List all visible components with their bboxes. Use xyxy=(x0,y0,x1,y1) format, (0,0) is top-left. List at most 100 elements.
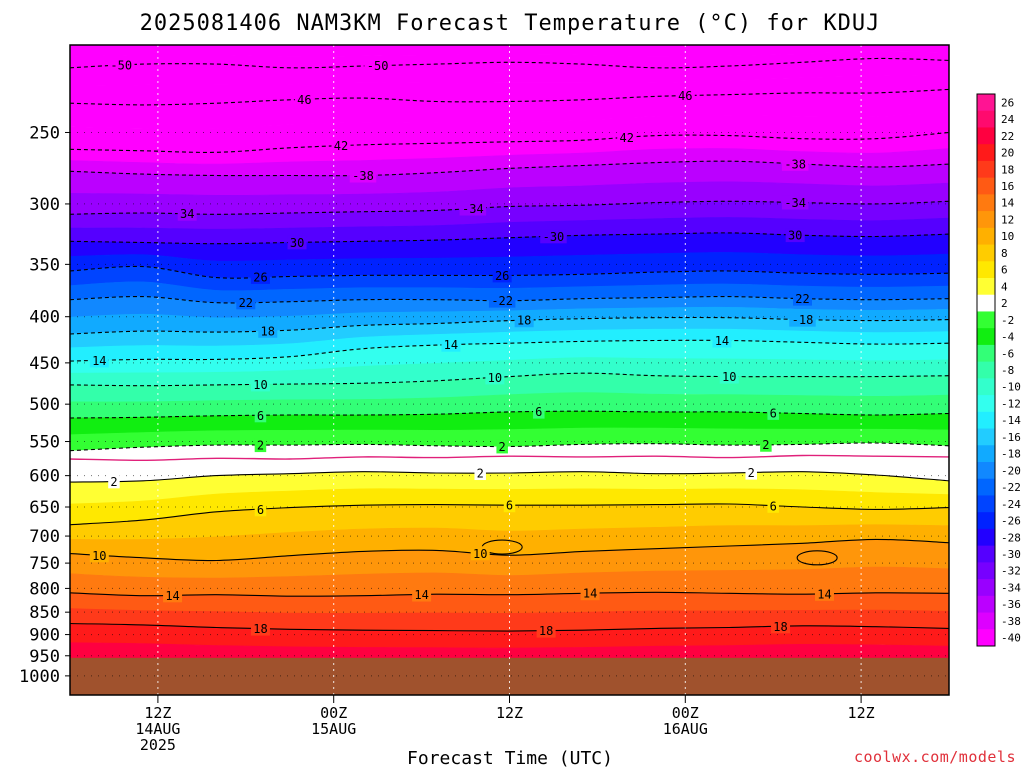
isotherm-label-bg xyxy=(412,587,432,602)
isotherm-label-bg xyxy=(719,369,739,384)
colorbar-segment xyxy=(977,311,995,329)
isotherm-label: 10 xyxy=(488,371,502,385)
colorbar-segment xyxy=(977,344,995,363)
y-tick-label: 400 xyxy=(29,308,60,328)
y-tick-label: 450 xyxy=(29,354,60,374)
x-tick-label: 12Z xyxy=(496,704,523,722)
isotherm-label-bg xyxy=(496,439,508,454)
isotherm-label-bg xyxy=(514,313,534,328)
isotherm-label-bg xyxy=(712,333,732,348)
colorbar-label: 22 xyxy=(1001,130,1014,143)
credit-text: coolwx.com/models xyxy=(854,748,1016,766)
isotherm-label-bg xyxy=(108,58,135,73)
colorbar-label: -38 xyxy=(1001,615,1021,628)
colorbar-segment xyxy=(977,579,995,597)
isotherm-label: -34 xyxy=(462,202,484,216)
isotherm-label: 6 xyxy=(257,409,264,423)
colorbar-label: -30 xyxy=(1001,548,1021,561)
colorbar-segment xyxy=(977,545,995,563)
colorbar-segment xyxy=(977,478,995,496)
colorbar-segment xyxy=(977,595,995,614)
colorbar-label: -14 xyxy=(1001,414,1021,427)
isotherm-label-bg xyxy=(492,268,512,283)
isotherm-label-bg xyxy=(163,588,183,603)
isotherm-label: 10 xyxy=(722,370,736,384)
isotherm-label: 6 xyxy=(770,499,777,513)
isotherm-label-bg xyxy=(459,201,487,216)
isotherm--26 xyxy=(70,265,949,279)
colorbar-label: 20 xyxy=(1001,147,1014,160)
gridlines xyxy=(70,45,949,695)
colorbar-segment xyxy=(977,177,995,195)
isotherm-label-bg xyxy=(814,586,834,601)
isotherm-label: 10 xyxy=(253,378,267,392)
isotherm-label-bg xyxy=(540,229,567,244)
colorbar-label: -8 xyxy=(1001,364,1014,377)
isotherm-14 xyxy=(70,591,949,597)
colorbar-segment xyxy=(977,612,995,630)
isotherm-label: -18 xyxy=(792,313,814,327)
isotherm-label: 18 xyxy=(539,624,553,638)
isotherm-label: 42 xyxy=(619,131,633,145)
isotherm-label: 18 xyxy=(253,622,267,636)
x-tick-label: 16AUG xyxy=(663,720,708,738)
isotherm-label: 14 xyxy=(715,334,729,348)
isotherm-label: 6 xyxy=(257,503,264,517)
isotherm-label-bg xyxy=(675,88,695,103)
isotherm-label: 2 xyxy=(748,466,755,480)
isotherm-label-bg xyxy=(89,353,109,368)
isotherm-label-bg xyxy=(470,546,490,561)
isotherm-label: -38 xyxy=(352,169,374,183)
isotherm-label-bg xyxy=(258,323,278,338)
y-tick-label: 500 xyxy=(29,395,60,415)
isotherm-label: 2 xyxy=(762,438,769,452)
x-tick-label: 2025 xyxy=(140,736,176,754)
isotherm-label: 14 xyxy=(583,587,597,601)
colorbar-legend: 26 24 22 20 18 16 14 12 10 8 6 4 2 -2 -4 -6 -8 -10 -12 -14 -… xyxy=(976,93,1021,647)
x-tick-label: 15AUG xyxy=(311,720,356,738)
y-axis: 250 300 350 400 450 500 550 600 650 700 750 800 850 9… xyxy=(19,123,70,687)
freezing-level-band xyxy=(70,442,949,468)
colorbar-label: 8 xyxy=(1001,247,1008,260)
isotherm-label: -50 xyxy=(110,59,132,73)
colorbar-label: -32 xyxy=(1001,565,1021,578)
colorbar-label: -18 xyxy=(1001,448,1021,461)
isotherm-label: 14 xyxy=(817,587,831,601)
isotherm-label: 6 xyxy=(770,406,777,420)
isotherm-label-bg xyxy=(349,168,377,183)
isotherm-label-bg xyxy=(89,548,109,563)
colorbar-label: 14 xyxy=(1001,197,1015,210)
colorbar-label: 2 xyxy=(1001,297,1008,310)
closed-contour-cell xyxy=(796,550,838,566)
isotherm-0 xyxy=(70,454,949,462)
isotherm-label: 34 xyxy=(180,207,194,221)
isotherm-label-bg xyxy=(250,269,270,284)
colorbar-label: -22 xyxy=(1001,481,1021,494)
x-axis-title: Forecast Time (UTC) xyxy=(407,748,613,768)
isotherm-label: 14 xyxy=(414,588,428,602)
isotherm-label: 6 xyxy=(506,499,513,513)
isotherm-label-bg xyxy=(760,437,772,452)
isotherm-label-bg xyxy=(254,438,267,453)
chart-title: 2025081406 NAM3KM Forecast Temperature (… xyxy=(140,11,881,36)
colorbar-segment xyxy=(977,160,995,179)
colorbar-segment xyxy=(977,328,995,346)
x-tick-label: 12Z xyxy=(144,704,171,722)
colorbar-segment xyxy=(977,244,995,262)
isotherm-label: 22 xyxy=(795,292,809,306)
isotherm-label: 42 xyxy=(334,139,348,153)
colorbar-segment xyxy=(977,495,995,513)
colorbar-label: 18 xyxy=(1001,163,1014,176)
isotherm-label-bg xyxy=(364,58,391,73)
isotherm-label: -30 xyxy=(543,230,565,244)
isotherm-label: 18 xyxy=(261,324,275,338)
isotherm-label-bg xyxy=(533,404,545,419)
isotherm-label: 2 xyxy=(499,440,506,454)
colorbar-label: 24 xyxy=(1001,113,1015,126)
colorbar-segment xyxy=(977,94,995,112)
colorbar-label: -16 xyxy=(1001,431,1021,444)
colorbar-segment xyxy=(977,361,995,379)
colorbar-label: -24 xyxy=(1001,498,1021,511)
y-tick-label: 300 xyxy=(29,195,60,215)
